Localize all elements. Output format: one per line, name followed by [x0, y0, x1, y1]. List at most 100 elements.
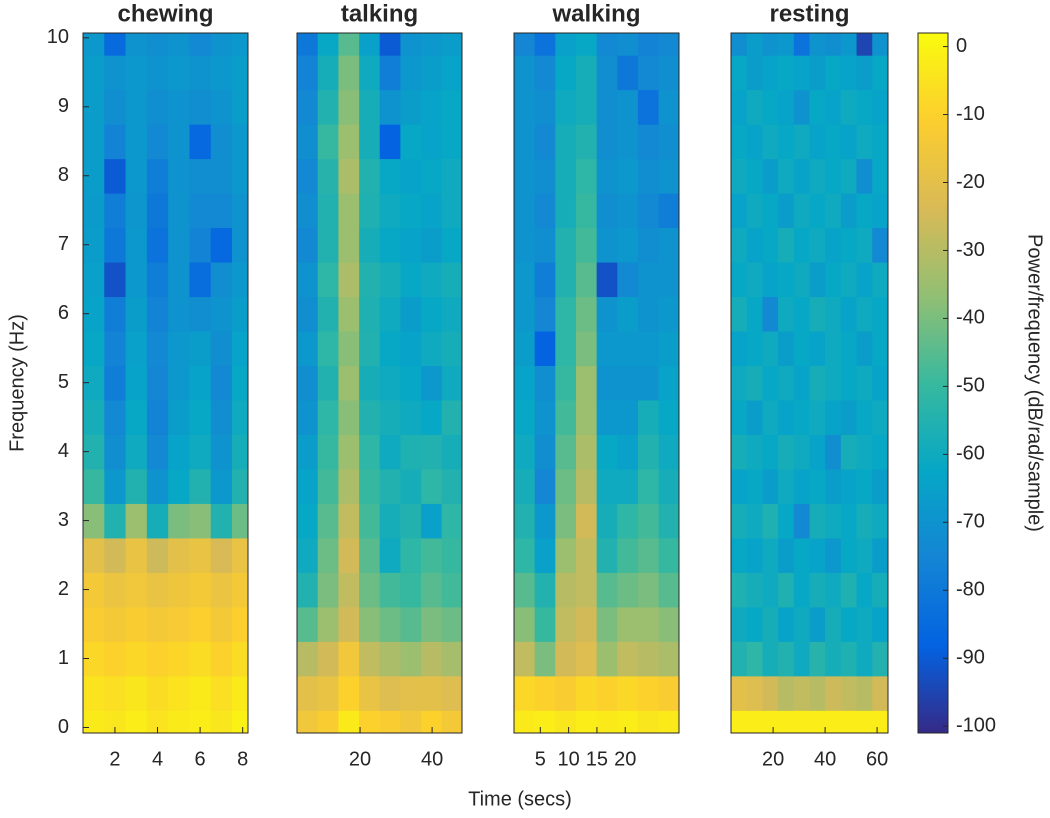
heatmap-cell [514, 296, 536, 332]
heatmap-cell [825, 606, 842, 642]
heatmap-cell [575, 124, 598, 160]
heatmap-cell [125, 55, 148, 91]
heatmap-cell [421, 330, 443, 367]
heatmap-cell [104, 158, 127, 194]
heatmap-cell [232, 261, 248, 298]
heatmap-cell [617, 434, 639, 470]
heatmap-cell [872, 89, 888, 125]
heatmap-cell [809, 399, 826, 435]
heatmap-cell [421, 399, 443, 435]
heatmap-cell [637, 434, 660, 470]
heatmap-cell [872, 641, 888, 677]
heatmap-cell [746, 503, 764, 539]
heatmap-cell [534, 399, 556, 435]
heatmap-cell [840, 641, 858, 677]
heatmap-cell [83, 193, 105, 229]
heatmap-cell [617, 503, 639, 539]
heatmap-cell [421, 89, 443, 125]
heatmap-cell [338, 158, 360, 194]
heatmap-cell [617, 124, 639, 160]
heatmap-cell [104, 537, 127, 573]
heatmap-cell [359, 434, 381, 470]
heatmap-cell [232, 330, 248, 367]
heatmap-cell [575, 572, 598, 608]
heatmap-cell [809, 261, 826, 298]
heatmap-cell [825, 261, 842, 298]
x-tick-label: 4 [152, 748, 163, 770]
heatmap-cell [514, 606, 536, 642]
heatmap-cell [400, 158, 422, 194]
y-tick-label: 9 [58, 95, 69, 117]
heatmap-cell [210, 124, 233, 160]
heatmap-cell [338, 537, 360, 573]
heatmap-cell [441, 296, 462, 332]
heatmap-cell [555, 227, 577, 263]
heatmap-cell [125, 572, 148, 608]
heatmap-cell [168, 468, 191, 504]
heatmap-cell [379, 261, 401, 298]
heatmap-cell [232, 158, 248, 194]
heatmap-cell [232, 503, 248, 539]
heatmap-cell [232, 537, 248, 573]
heatmap-cell [168, 572, 191, 608]
heatmap-cell [856, 227, 873, 263]
heatmap-cell [400, 641, 422, 677]
colorbar-tick-label: -100 [956, 714, 996, 736]
heatmap-cell [189, 261, 212, 298]
heatmap-cell [338, 124, 360, 160]
heatmap-cell [596, 675, 618, 711]
colorbar-tick-label: -50 [956, 375, 985, 397]
heatmap-cell [104, 33, 127, 56]
heatmap-cell [421, 675, 443, 711]
heatmap-cell [793, 572, 811, 608]
heatmap-cell [617, 193, 639, 229]
heatmap-cell [872, 710, 888, 733]
heatmap-cell [617, 296, 639, 332]
heatmap-cell [104, 296, 127, 332]
heatmap-cell [825, 33, 842, 56]
heatmap-cell [83, 261, 105, 298]
heatmap-cell [825, 675, 842, 711]
heatmap-cell [731, 503, 748, 539]
heatmap-cell [421, 606, 443, 642]
heatmap-cell [793, 158, 811, 194]
plot-frame [296, 32, 463, 734]
heatmap-cell [168, 365, 191, 401]
heatmap-cell [872, 55, 888, 91]
heatmap-cell [746, 641, 764, 677]
heatmap-cell [778, 261, 795, 298]
heatmap-cell [872, 33, 888, 56]
heatmap-cell [232, 365, 248, 401]
heatmap-cell [793, 261, 811, 298]
heatmap-cell [359, 330, 381, 367]
heatmap-cell [297, 641, 319, 677]
heatmap-cell [168, 503, 191, 539]
heatmap-cell [658, 296, 679, 332]
heatmap-cell [731, 572, 748, 608]
heatmap-cell [83, 124, 105, 160]
heatmap-cell [146, 55, 169, 91]
heatmap-cell [555, 33, 577, 56]
heatmap-cell [359, 158, 381, 194]
y-tick-label: 7 [58, 233, 69, 255]
heatmap-cell [125, 365, 148, 401]
colorbar-tick-label: -80 [956, 579, 985, 601]
heatmap-cell [731, 193, 748, 229]
heatmap-cell [762, 193, 779, 229]
heatmap-cell [379, 399, 401, 435]
heatmap-cell [746, 89, 764, 125]
heatmap-cell [762, 503, 779, 539]
heatmap-cell [168, 675, 191, 711]
heatmap-cell [778, 89, 795, 125]
heatmap-cell [400, 710, 422, 733]
heatmap-cell [731, 227, 748, 263]
heatmap-cell [731, 434, 748, 470]
heatmap-cell [189, 296, 212, 332]
heatmap-cell [189, 227, 212, 263]
heatmap-cell [317, 227, 340, 263]
heatmap-cell [596, 434, 618, 470]
heatmap-cell [856, 193, 873, 229]
heatmap-cell [168, 330, 191, 367]
heatmap-cell [514, 675, 536, 711]
heatmap-cell [658, 227, 679, 263]
